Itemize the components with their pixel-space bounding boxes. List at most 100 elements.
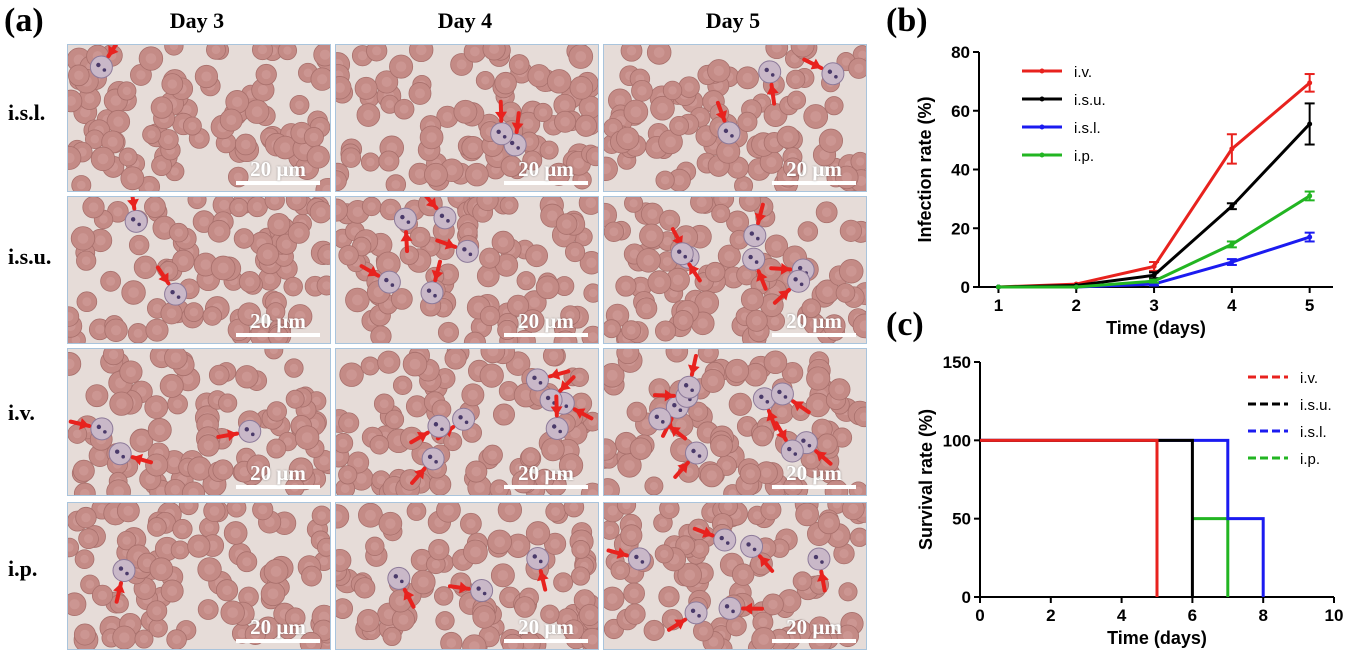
red-blood-cell-center bbox=[271, 444, 281, 453]
red-blood-cell-center bbox=[663, 236, 672, 246]
red-blood-cell-center bbox=[434, 545, 444, 555]
infected-cell bbox=[787, 269, 811, 293]
scale-bar-label: 20 μm bbox=[518, 615, 574, 639]
red-blood-cell-center bbox=[854, 486, 863, 495]
red-blood-cell-center bbox=[150, 202, 160, 212]
red-blood-cell-center bbox=[484, 632, 494, 642]
red-blood-cell-center bbox=[84, 534, 94, 544]
series-line bbox=[998, 81, 1311, 289]
red-blood-cell-center bbox=[660, 326, 671, 336]
red-blood-cell-center bbox=[559, 100, 570, 111]
survival-step-line bbox=[980, 438, 1194, 597]
red-blood-cell-center bbox=[74, 70, 84, 80]
parasite bbox=[433, 293, 437, 298]
red-blood-cell-center bbox=[771, 45, 782, 53]
red-blood-cell-center bbox=[607, 324, 616, 333]
red-blood-cell-center bbox=[194, 133, 204, 143]
red-blood-cell-center bbox=[164, 266, 173, 275]
infection-rate-chart: 0 20 40 60 80 1 2 3 4 5 Time (days) Infection rate … bbox=[915, 43, 1333, 338]
scale-bar-label: 20 μm bbox=[250, 461, 306, 485]
red-blood-cell-center bbox=[747, 105, 757, 115]
red-blood-cell-center bbox=[85, 580, 95, 589]
red-blood-cell-center bbox=[467, 142, 479, 153]
red-blood-cell-center bbox=[122, 536, 131, 545]
red-blood-cell-center bbox=[604, 484, 614, 495]
red-blood-cell-center bbox=[414, 169, 425, 179]
red-blood-cell-center bbox=[412, 506, 421, 516]
red-blood-cell-center bbox=[283, 46, 292, 55]
red-blood-cell-center bbox=[576, 545, 585, 554]
red-blood-cell-center bbox=[732, 217, 743, 227]
y-tick-label: 0 bbox=[962, 588, 971, 607]
red-blood-cell-center bbox=[483, 270, 494, 281]
red-blood-cell-center bbox=[630, 609, 640, 619]
red-blood-cell-center bbox=[270, 197, 280, 205]
red-blood-cell-center bbox=[209, 506, 220, 516]
parasite bbox=[400, 214, 405, 220]
red-arrow-head bbox=[537, 571, 549, 582]
red-blood-cell-center bbox=[837, 433, 847, 442]
red-blood-cell-center bbox=[497, 570, 509, 581]
red-blood-cell-center bbox=[151, 460, 162, 470]
micrograph-image bbox=[68, 197, 330, 343]
y-tick-label: 60 bbox=[951, 102, 970, 121]
infected-cell bbox=[677, 375, 701, 399]
red-blood-cell-center bbox=[716, 440, 727, 451]
parasite bbox=[558, 429, 562, 434]
red-blood-cell-center bbox=[768, 599, 778, 610]
red-blood-cell-center bbox=[608, 123, 618, 133]
red-blood-cell-center bbox=[367, 202, 376, 211]
red-blood-cell-center bbox=[738, 569, 749, 580]
parasite bbox=[683, 383, 689, 388]
red-blood-cell-center bbox=[520, 602, 530, 612]
parasite bbox=[564, 404, 569, 408]
parasite bbox=[137, 222, 141, 227]
scale-bar-label: 20 μm bbox=[250, 309, 306, 333]
red-blood-cell-center bbox=[207, 540, 218, 551]
red-blood-cell-center bbox=[646, 230, 657, 242]
y-tick-label: 150 bbox=[943, 353, 971, 372]
red-blood-cell-center bbox=[481, 76, 490, 85]
red-blood-cell-center bbox=[701, 131, 711, 141]
parasite bbox=[170, 289, 175, 295]
micrograph-image bbox=[336, 45, 598, 191]
parasite bbox=[426, 288, 432, 293]
red-blood-cell-center bbox=[397, 294, 407, 304]
red-blood-cell-center bbox=[649, 625, 659, 635]
red-arrow-head bbox=[550, 406, 563, 416]
red-blood-cell-center bbox=[680, 541, 690, 550]
red-blood-cell-center bbox=[200, 259, 211, 270]
red-blood-cell-center bbox=[80, 629, 90, 640]
red-arrow-head bbox=[687, 364, 700, 375]
red-blood-cell-center bbox=[178, 256, 189, 266]
red-blood-cell-center bbox=[750, 369, 761, 380]
infected-cell bbox=[770, 382, 794, 406]
red-blood-cell-center bbox=[506, 107, 516, 118]
red-blood-cell-center bbox=[386, 142, 398, 154]
parasite bbox=[464, 420, 469, 425]
red-blood-cell-center bbox=[443, 327, 454, 337]
scale-bar-label: 20 μm bbox=[518, 461, 574, 485]
red-blood-cell-center bbox=[551, 507, 561, 516]
red-blood-cell-center bbox=[170, 485, 180, 495]
red-blood-cell-center bbox=[399, 104, 409, 114]
red-arrow-head bbox=[444, 238, 456, 250]
parasite bbox=[678, 408, 683, 413]
red-blood-cell-center bbox=[182, 373, 194, 385]
red-blood-cell-center bbox=[812, 373, 824, 384]
infected-cell bbox=[393, 207, 417, 231]
red-blood-cell-center bbox=[73, 429, 82, 439]
legend-marker bbox=[1039, 152, 1045, 158]
infected-cell bbox=[433, 206, 457, 230]
red-blood-cell-center bbox=[174, 228, 183, 237]
parasite bbox=[482, 591, 487, 596]
legend-label: i.s.l. bbox=[1074, 120, 1101, 137]
red-blood-cell-center bbox=[665, 215, 675, 225]
red-blood-cell-center bbox=[151, 401, 162, 413]
red-blood-cell-center bbox=[859, 320, 866, 332]
red-blood-cell-center bbox=[662, 256, 672, 266]
red-blood-cell-center bbox=[376, 475, 386, 485]
red-blood-cell-center bbox=[81, 256, 91, 266]
parasite bbox=[121, 454, 125, 459]
parasite bbox=[640, 560, 645, 564]
